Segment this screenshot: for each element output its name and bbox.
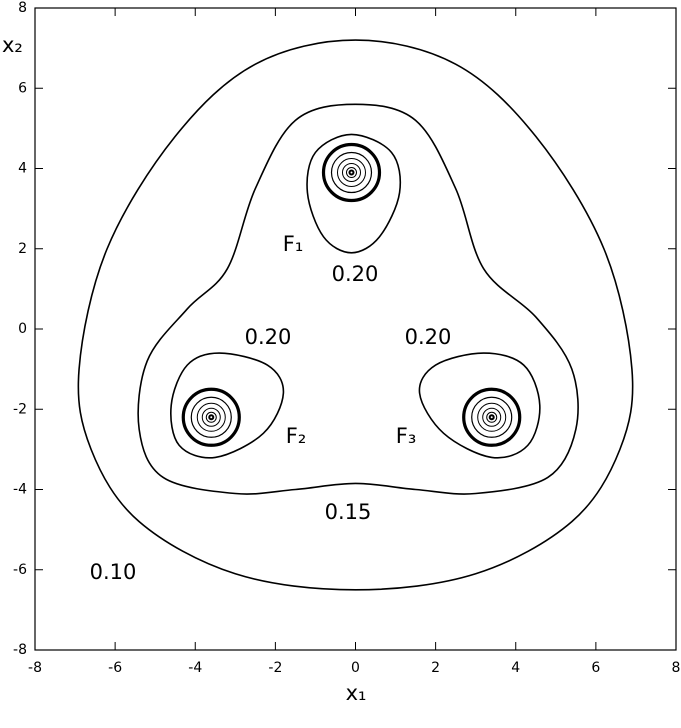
y-tick-label: 4 bbox=[18, 161, 27, 177]
contour-label: 0.20 bbox=[405, 325, 452, 349]
focus-ring bbox=[190, 396, 232, 438]
contour-line bbox=[137, 103, 579, 495]
contour-line bbox=[306, 133, 402, 254]
focus-name: F₂ bbox=[286, 424, 307, 448]
focus-ring bbox=[488, 414, 495, 421]
focus-ring bbox=[321, 142, 382, 203]
y-axis-label: x₂ bbox=[2, 33, 23, 57]
focus-ring bbox=[477, 402, 507, 432]
focus-ring bbox=[181, 387, 241, 447]
focus-ring bbox=[336, 158, 366, 188]
focus-ring bbox=[208, 414, 215, 421]
contour-label: 0.20 bbox=[332, 262, 379, 286]
y-tick-label: -8 bbox=[13, 642, 27, 658]
x-tick-label: 0 bbox=[351, 660, 360, 676]
focus-ring bbox=[196, 402, 226, 432]
y-tick-label: 0 bbox=[18, 321, 27, 337]
focus-ring bbox=[486, 411, 498, 423]
x-tick-label: -4 bbox=[188, 660, 202, 676]
focus-ring bbox=[348, 169, 355, 176]
x-tick-label: 4 bbox=[511, 660, 520, 676]
focus-name: F₃ bbox=[396, 424, 417, 448]
contour-line bbox=[170, 352, 285, 459]
y-tick-label: -6 bbox=[13, 562, 27, 578]
x-tick-label: -2 bbox=[268, 660, 282, 676]
contour-label: 0.10 bbox=[90, 560, 137, 584]
y-tick-label: -2 bbox=[13, 401, 27, 417]
y-tick-label: 8 bbox=[18, 0, 27, 16]
y-tick-label: -4 bbox=[13, 482, 27, 498]
focus-ring bbox=[482, 407, 502, 427]
focus-ring bbox=[330, 151, 373, 194]
focus-ring bbox=[201, 407, 221, 427]
x-tick-label: -8 bbox=[28, 660, 42, 676]
contour-line bbox=[418, 352, 541, 459]
x-tick-label: 6 bbox=[591, 660, 600, 676]
focus-ring bbox=[205, 411, 217, 423]
x-tick-label: 2 bbox=[431, 660, 440, 676]
focus-ring bbox=[341, 163, 361, 183]
focus-ring bbox=[462, 387, 522, 447]
x-tick-label: -6 bbox=[108, 660, 122, 676]
focus-name: F₁ bbox=[283, 232, 304, 256]
focus-ring bbox=[471, 396, 513, 438]
x-axis-label: x₁ bbox=[346, 681, 367, 705]
focus-ring bbox=[345, 167, 357, 179]
contour-label: 0.20 bbox=[245, 325, 292, 349]
contour-line bbox=[77, 39, 634, 591]
x-tick-label: 8 bbox=[672, 660, 681, 676]
contour-label: 0.15 bbox=[325, 500, 372, 524]
y-tick-label: 6 bbox=[18, 80, 27, 96]
y-tick-label: 2 bbox=[18, 241, 27, 257]
